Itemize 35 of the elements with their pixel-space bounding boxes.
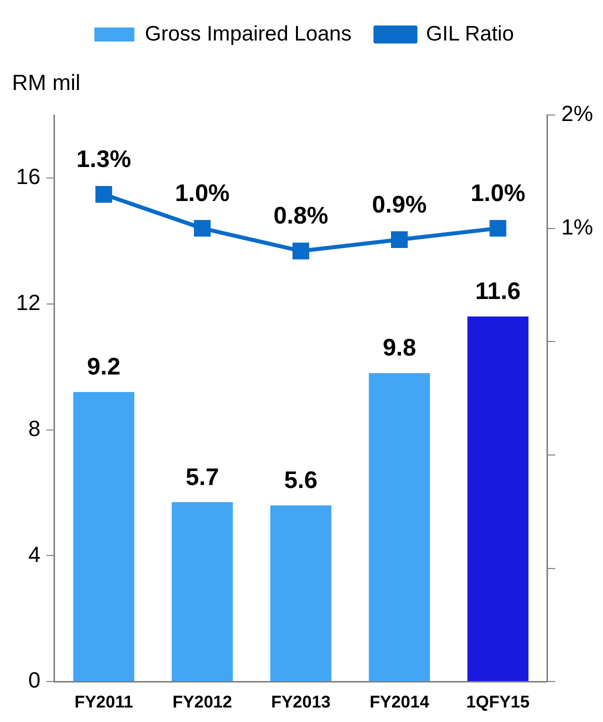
legend-label: GIL Ratio xyxy=(426,22,514,46)
x-tick-label: FY2012 xyxy=(172,692,232,712)
data-label: 11.6 xyxy=(475,278,521,306)
data-label: 5.7 xyxy=(186,464,219,491)
x-tick-label: FY2013 xyxy=(271,692,331,712)
y-tick-label: 0 xyxy=(28,668,40,693)
y-tick-label: 8 xyxy=(28,416,40,441)
point xyxy=(194,220,211,237)
x-tick-label: FY2011 xyxy=(74,692,134,712)
bar xyxy=(270,505,332,682)
y-tick-label: 12 xyxy=(16,290,40,315)
legend-label: Gross Impaired Loans xyxy=(144,22,352,46)
data-label: 0.9% xyxy=(372,191,427,218)
x-tick-label: FY2014 xyxy=(370,692,430,712)
point xyxy=(95,186,112,203)
y2-tick-label: 1% xyxy=(561,214,593,240)
point xyxy=(391,231,408,248)
y-axis-title: RM mil xyxy=(12,70,80,96)
data-label: 1.0% xyxy=(174,180,230,207)
point xyxy=(490,220,506,237)
data-label: 9.8 xyxy=(382,334,416,362)
point xyxy=(292,242,310,260)
bar xyxy=(73,392,134,682)
bar xyxy=(467,316,528,682)
data-label: 0.8% xyxy=(273,202,328,230)
data-label: 1.0% xyxy=(470,180,526,207)
data-label: 5.6 xyxy=(284,466,318,494)
data-label: 9.2 xyxy=(87,354,120,381)
x-tick-label: 1QFY15 xyxy=(466,692,530,712)
data-label: 1.3% xyxy=(76,146,132,173)
y-tick-label: 4 xyxy=(28,542,40,567)
y-tick-label: 16 xyxy=(16,164,40,190)
bar xyxy=(172,502,233,682)
bar xyxy=(368,373,430,682)
y2-tick-label: 2% xyxy=(561,101,593,126)
